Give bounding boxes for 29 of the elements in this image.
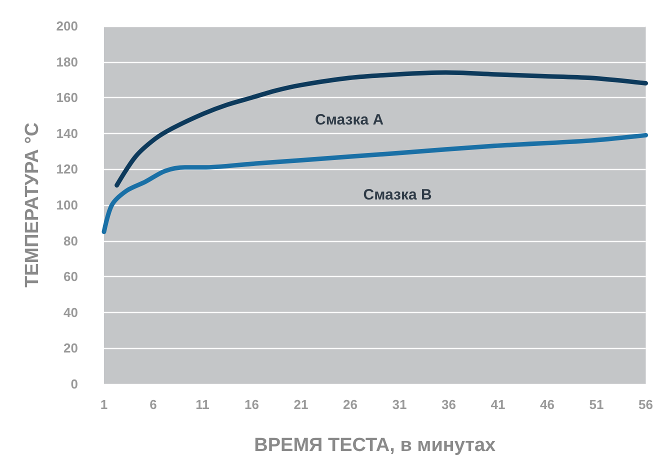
line-series [114,70,648,188]
x-tick-label: 1 [100,397,108,412]
y-tick-label: 20 [64,340,78,356]
y-axis-title: ТЕМПЕРАТУРА °C [22,122,43,288]
y-tick-label: 200 [56,18,78,34]
y-tick-label: 0 [70,376,78,392]
y-tick-label: 140 [56,126,78,141]
x-tick-label: 46 [540,397,554,412]
y-tick-label: 180 [56,54,78,70]
x-tick-label: 51 [589,397,604,412]
x-tick-label: 6 [150,397,157,412]
y-tick-label: 80 [64,233,78,248]
x-tick-label: 56 [638,397,654,412]
y-tick-label: 100 [56,198,78,212]
x-tick-label: 41 [490,397,506,412]
y-tick-label: 60 [64,269,78,284]
line-series [102,132,648,234]
x-tick-label: 31 [392,397,407,412]
x-tick-label: 16 [244,397,259,412]
x-tick-label: 36 [442,397,456,412]
x-axis-title: ВРЕМЯ ТЕСТА, в минутах [254,435,496,456]
series-label: Смазка А [314,111,384,128]
text: Смазка В [363,186,432,204]
x-tick-label: 26 [343,397,358,412]
y-tick-label: 160 [56,90,78,106]
y-tick-label: 40 [64,304,78,320]
x-tick-label: 11 [196,397,210,412]
x-tick-label: 21 [294,397,308,412]
y-tick-label: 120 [56,162,78,177]
